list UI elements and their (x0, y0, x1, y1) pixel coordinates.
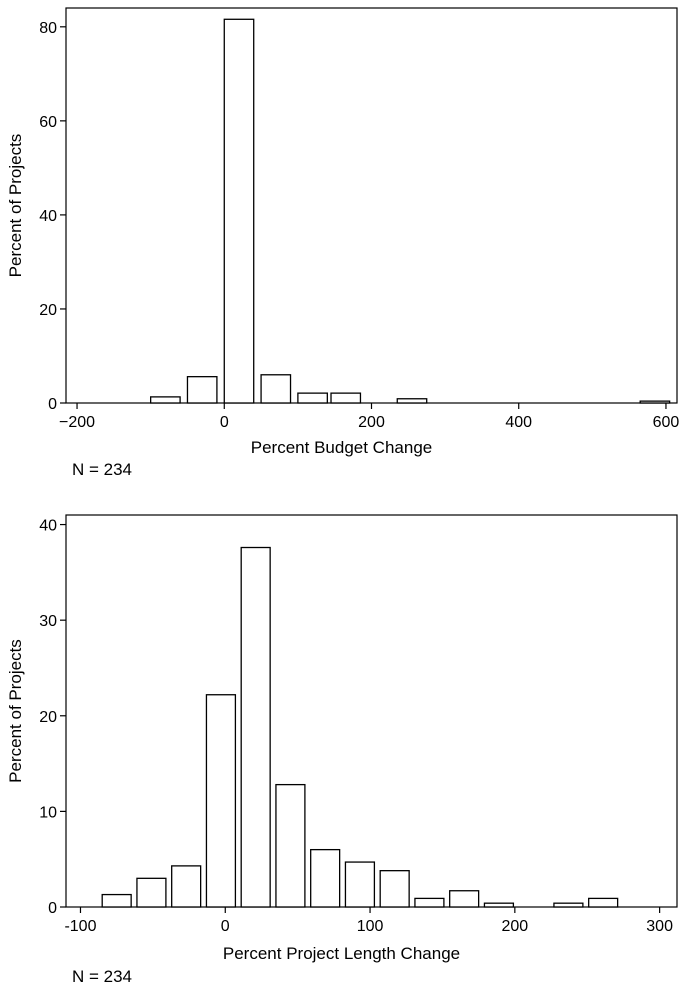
x-tick-label: 300 (646, 918, 673, 935)
x-axis-title: Percent Budget Change (251, 438, 432, 457)
x-tick-label: 200 (358, 414, 385, 431)
histogram-bar (449, 890, 480, 908)
project-length-change-histogram: 0 10 20 30 40 -100 0 100 200 300 Percent Project… (6, 514, 678, 986)
x-tick-label: 200 (501, 918, 528, 935)
y-tick-label: 60 (39, 114, 57, 131)
y-axis-ticks: 0 20 40 60 80 (39, 20, 66, 413)
histogram-bar (310, 848, 341, 908)
x-tick-label: 100 (357, 918, 384, 935)
plot-frame (65, 514, 678, 908)
histogram-bar (553, 902, 584, 908)
y-axis-title: Percent of Projects (6, 639, 25, 783)
histogram-bar (150, 396, 181, 404)
histogram-bar (396, 398, 428, 404)
x-tick-label: 0 (221, 918, 230, 935)
plot-frame (65, 7, 678, 404)
y-axis-title: Percent of Projects (6, 134, 25, 278)
histogram-bar (379, 870, 410, 908)
x-tick-label: -100 (64, 918, 96, 935)
histogram-bar (414, 897, 445, 908)
histogram-bar (223, 18, 255, 404)
y-axis-ticks: 0 10 20 30 40 (39, 518, 66, 917)
histogram-bar (101, 893, 132, 908)
y-tick-label: 20 (39, 302, 57, 319)
bars (150, 18, 671, 404)
x-tick-label: 400 (505, 414, 532, 431)
x-axis-title: Percent Project Length Change (223, 944, 460, 963)
y-tick-label: 40 (39, 518, 57, 535)
histogram-bar (639, 400, 671, 404)
histogram-bar (240, 546, 271, 908)
y-tick-label: 40 (39, 208, 57, 225)
x-tick-label: −200 (59, 414, 95, 431)
histogram-bar (483, 902, 515, 908)
histogram-bar (297, 392, 328, 404)
sample-size-note: N = 234 (72, 967, 132, 986)
histogram-bar (136, 877, 167, 908)
y-tick-label: 0 (48, 900, 57, 917)
y-tick-label: 10 (39, 804, 57, 821)
x-tick-label: 0 (220, 414, 229, 431)
x-axis-ticks: −200 0 200 400 600 (59, 403, 679, 431)
y-tick-label: 30 (39, 613, 57, 630)
histogram-bar (205, 694, 237, 908)
histogram-bar (260, 374, 292, 404)
sample-size-note: N = 234 (72, 460, 132, 479)
histogram-bar (275, 783, 306, 908)
x-tick-label: 600 (653, 414, 679, 431)
x-axis-ticks: -100 0 100 200 300 (64, 907, 673, 935)
histogram-bar (171, 865, 202, 908)
y-tick-label: 80 (39, 20, 57, 37)
y-tick-label: 20 (39, 709, 57, 726)
bars (101, 546, 619, 908)
histogram-bar (588, 897, 619, 908)
histogram-bar (330, 392, 362, 404)
histogram-bar (186, 376, 218, 404)
y-tick-label: 0 (48, 396, 57, 413)
histogram-bar (344, 861, 376, 908)
